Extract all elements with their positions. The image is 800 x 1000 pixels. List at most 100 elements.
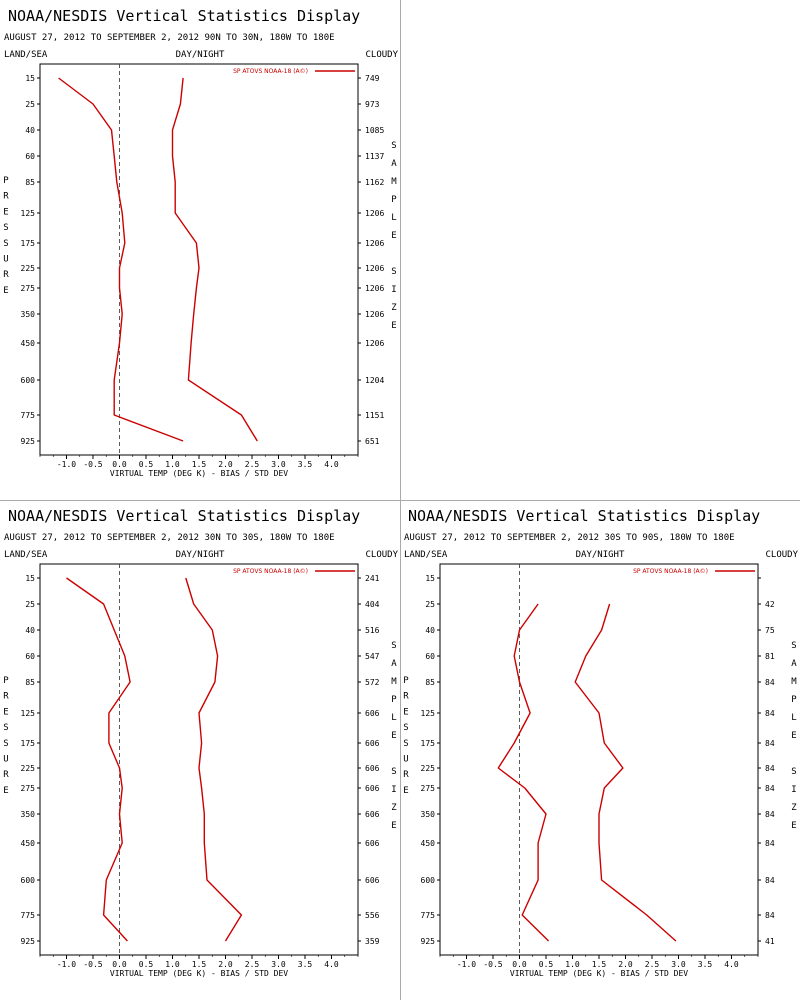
x-tick-label: 0.5 bbox=[139, 960, 154, 969]
x-tick-label: 2.0 bbox=[618, 960, 633, 969]
pressure-tick-label: 925 bbox=[21, 437, 36, 446]
sample-size-label: 84 bbox=[765, 876, 775, 885]
pressure-tick-label: 450 bbox=[421, 839, 436, 848]
pressure-tick-label: 775 bbox=[421, 911, 436, 920]
sample-size-label: 606 bbox=[365, 784, 380, 793]
x-tick-label: 0.0 bbox=[112, 960, 127, 969]
sample-size-label: 606 bbox=[365, 739, 380, 748]
series-stddev-line bbox=[171, 77, 258, 442]
pressure-tick-label: 350 bbox=[21, 810, 36, 819]
label-land-sea: LAND/SEA bbox=[4, 550, 48, 560]
x-tick-label: 2.5 bbox=[645, 960, 660, 969]
legend-label: SP ATOVS NOAA-18 (A©) bbox=[233, 68, 308, 75]
x-tick-label: 1.0 bbox=[165, 960, 180, 969]
panel-subtitle: AUGUST 27, 2012 TO SEPTEMBER 2, 2012 30S… bbox=[404, 533, 735, 543]
pressure-tick-label: 125 bbox=[21, 709, 36, 718]
sample-size-label: 1204 bbox=[365, 376, 384, 385]
pressure-tick-label: 600 bbox=[21, 876, 36, 885]
pressure-tick-label: 450 bbox=[21, 839, 36, 848]
panel-subtitle: AUGUST 27, 2012 TO SEPTEMBER 2, 2012 90N… bbox=[4, 33, 335, 43]
pressure-tick-label: 40 bbox=[425, 626, 435, 635]
pressure-tick-label: 25 bbox=[25, 600, 35, 609]
label-cloudy: CLOUDY bbox=[765, 550, 798, 560]
panel-title: NOAA/NESDIS Vertical Statistics Display bbox=[8, 507, 360, 525]
sample-size-label: 606 bbox=[365, 709, 380, 718]
x-tick-label: 3.5 bbox=[698, 960, 713, 969]
panel-north: NOAA/NESDIS Vertical Statistics Display A… bbox=[3, 7, 398, 478]
pressure-tick-label: 925 bbox=[421, 937, 436, 946]
label-day-night: DAY/NIGHT bbox=[176, 550, 225, 560]
plot-frame bbox=[39, 563, 359, 956]
x-tick-label: 3.0 bbox=[271, 960, 286, 969]
sample-size-label: 1206 bbox=[365, 239, 384, 248]
x-tick-label: 2.0 bbox=[218, 460, 233, 469]
sample-size-label: 1151 bbox=[365, 411, 384, 420]
pressure-tick-label: 775 bbox=[21, 911, 36, 920]
panel-title: NOAA/NESDIS Vertical Statistics Display bbox=[8, 7, 360, 25]
pressure-tick-label: 15 bbox=[25, 574, 35, 583]
label-land-sea: LAND/SEA bbox=[404, 550, 448, 560]
sample-size-label: 359 bbox=[365, 937, 380, 946]
pressure-tick-label: 350 bbox=[21, 310, 36, 319]
panel-tropics: NOAA/NESDIS Vertical Statistics Display A… bbox=[3, 507, 398, 978]
label-cloudy: CLOUDY bbox=[365, 50, 398, 60]
pressure-tick-label: 15 bbox=[425, 574, 435, 583]
label-day-night: DAY/NIGHT bbox=[576, 550, 625, 560]
pressure-tick-label: 275 bbox=[421, 784, 436, 793]
pressure-tick-label: 175 bbox=[21, 739, 36, 748]
sample-size-label: 84 bbox=[765, 764, 775, 773]
plot-frame bbox=[39, 63, 359, 456]
panel-title: NOAA/NESDIS Vertical Statistics Display bbox=[408, 507, 760, 525]
x-tick-label: 2.0 bbox=[218, 960, 233, 969]
x-tick-label: -1.0 bbox=[57, 460, 76, 469]
x-tick-label: 4.0 bbox=[324, 960, 339, 969]
pressure-tick-label: 225 bbox=[421, 764, 436, 773]
x-tick-label: 0.5 bbox=[539, 960, 554, 969]
x-tick-label: -0.5 bbox=[83, 960, 102, 969]
sample-size-label: 84 bbox=[765, 784, 775, 793]
label-day-night: DAY/NIGHT bbox=[176, 50, 225, 60]
pressure-tick-label: 225 bbox=[21, 264, 36, 273]
sample-size-label: 84 bbox=[765, 739, 775, 748]
pressure-tick-label: 275 bbox=[21, 284, 36, 293]
pressure-tick-label: 125 bbox=[421, 709, 436, 718]
series-stddev-line bbox=[574, 603, 677, 942]
pressure-tick-label: 25 bbox=[425, 600, 435, 609]
pressure-tick-label: 60 bbox=[425, 652, 435, 661]
sample-size-label: 606 bbox=[365, 839, 380, 848]
sample-size-label: 606 bbox=[365, 764, 380, 773]
sample-size-label: 547 bbox=[365, 652, 380, 661]
series-stddev-line bbox=[185, 577, 243, 942]
x-tick-label: 1.5 bbox=[592, 960, 607, 969]
pressure-tick-label: 85 bbox=[425, 678, 435, 687]
x-tick-label: 0.0 bbox=[512, 960, 527, 969]
sample-size-label: 606 bbox=[365, 810, 380, 819]
sample-size-label: 1162 bbox=[365, 178, 384, 187]
x-tick-label: -0.5 bbox=[83, 460, 102, 469]
legend-label: SP ATOVS NOAA-18 (A©) bbox=[233, 568, 308, 575]
x-tick-label: 3.5 bbox=[298, 460, 313, 469]
x-tick-label: 2.5 bbox=[245, 960, 260, 969]
sample-size-label: 973 bbox=[365, 100, 380, 109]
x-tick-label: 0.5 bbox=[139, 460, 154, 469]
pressure-tick-label: 225 bbox=[21, 764, 36, 773]
x-tick-label: 3.5 bbox=[298, 960, 313, 969]
sample-size-label: 84 bbox=[765, 810, 775, 819]
sample-size-label: 84 bbox=[765, 709, 775, 718]
x-tick-label: -1.0 bbox=[57, 960, 76, 969]
x-tick-label: 3.0 bbox=[271, 460, 286, 469]
pressure-tick-label: 350 bbox=[421, 810, 436, 819]
pressure-tick-label: 40 bbox=[25, 626, 35, 635]
plot-frame bbox=[439, 563, 759, 956]
x-tick-label: 1.5 bbox=[192, 960, 207, 969]
series-bias-line bbox=[58, 77, 184, 442]
pressure-tick-label: 85 bbox=[25, 178, 35, 187]
sample-size-label: 1206 bbox=[365, 339, 384, 348]
legend-label: SP ATOVS NOAA-18 (A©) bbox=[633, 568, 708, 575]
